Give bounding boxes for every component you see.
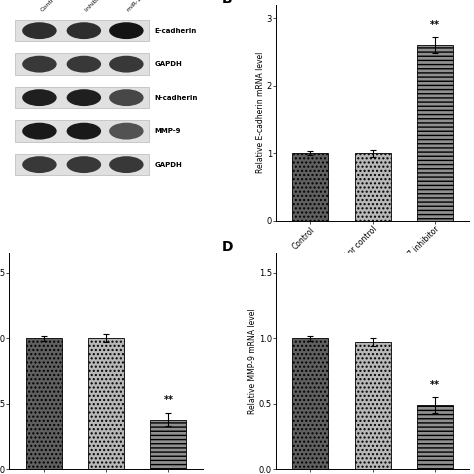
- Ellipse shape: [22, 56, 57, 73]
- Bar: [417, 405, 453, 469]
- Text: miR-1297 inhibitor: miR-1297 inhibitor: [127, 0, 171, 13]
- Text: Control: Control: [39, 0, 59, 13]
- Ellipse shape: [67, 89, 101, 106]
- Ellipse shape: [67, 22, 101, 39]
- Ellipse shape: [109, 22, 144, 39]
- FancyBboxPatch shape: [15, 54, 148, 75]
- FancyBboxPatch shape: [15, 154, 148, 175]
- Bar: [26, 338, 62, 469]
- Bar: [292, 153, 328, 221]
- Ellipse shape: [22, 123, 57, 139]
- Text: **: **: [430, 380, 440, 390]
- FancyBboxPatch shape: [15, 20, 148, 41]
- Ellipse shape: [109, 56, 144, 73]
- Bar: [88, 338, 124, 469]
- FancyBboxPatch shape: [15, 120, 148, 142]
- Text: MMP-9: MMP-9: [155, 128, 181, 134]
- Text: GAPDH: GAPDH: [155, 162, 182, 168]
- Ellipse shape: [109, 156, 144, 173]
- Ellipse shape: [67, 56, 101, 73]
- Ellipse shape: [109, 123, 144, 139]
- FancyBboxPatch shape: [15, 87, 148, 109]
- Bar: [355, 342, 391, 469]
- Bar: [150, 419, 186, 469]
- Ellipse shape: [22, 156, 57, 173]
- Text: **: **: [430, 19, 440, 29]
- Text: Inhibitor control: Inhibitor control: [84, 0, 123, 13]
- Ellipse shape: [22, 89, 57, 106]
- Bar: [355, 153, 391, 221]
- Text: GAPDH: GAPDH: [155, 61, 182, 67]
- Y-axis label: Relative MMP-9 mRNA level: Relative MMP-9 mRNA level: [248, 309, 257, 414]
- Text: **: **: [164, 395, 173, 405]
- Bar: [417, 45, 453, 221]
- Ellipse shape: [67, 123, 101, 139]
- Text: D: D: [222, 240, 234, 254]
- Text: N-cadherin: N-cadherin: [155, 95, 198, 100]
- Ellipse shape: [22, 22, 57, 39]
- Text: B: B: [222, 0, 233, 6]
- Ellipse shape: [67, 156, 101, 173]
- Y-axis label: Relative E-cadherin mRNA level: Relative E-cadherin mRNA level: [256, 52, 265, 173]
- Text: E-cadherin: E-cadherin: [155, 27, 197, 34]
- Bar: [292, 338, 328, 469]
- Ellipse shape: [109, 89, 144, 106]
